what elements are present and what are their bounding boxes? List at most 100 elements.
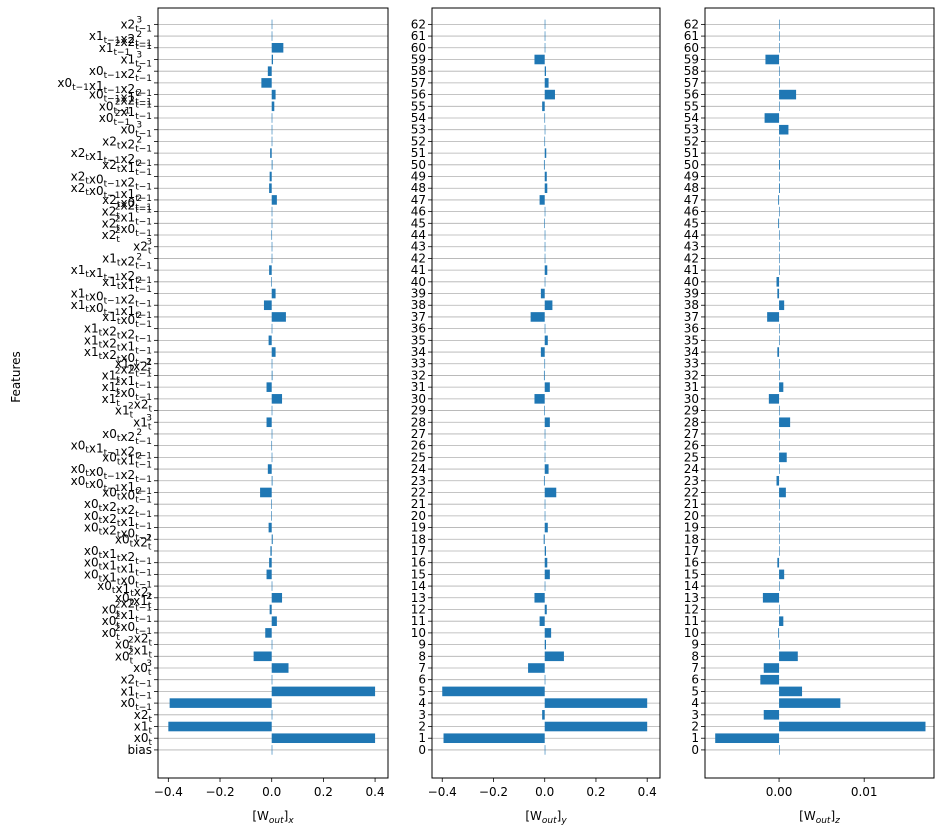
bar (779, 698, 841, 708)
bar (543, 534, 545, 545)
bar (760, 674, 780, 685)
y-tick-label: x2t2x0t−1 (102, 222, 152, 245)
x-tick-label: −0.4 (428, 785, 457, 799)
bar (768, 394, 780, 404)
y-tick-label: x0t2x0t−1 (102, 620, 152, 643)
x-tick-label: 0.00 (766, 785, 793, 799)
y-tick-label: 55 (684, 99, 699, 113)
bar (544, 358, 546, 369)
y-tick-label: 25 (684, 450, 699, 464)
y-tick-label: 49 (411, 170, 426, 184)
y-tick-label: x1tx2t−12 (102, 251, 152, 271)
bar (543, 160, 545, 170)
x-tick-label: 0.2 (314, 785, 333, 799)
y-tick-label: 45 (411, 216, 426, 230)
x-tick-label: 0.0 (535, 785, 554, 799)
bar (544, 323, 546, 334)
y-tick-label: x2tx1t−12 (102, 158, 152, 178)
bar (544, 78, 549, 88)
y-tick-label: 11 (684, 614, 699, 628)
bar (779, 148, 780, 158)
y-tick-label: x1t2x2t (115, 398, 153, 421)
y-tick-label: x0tx0t−12 (102, 485, 152, 505)
y-tick-label: 44 (411, 228, 426, 242)
bar (539, 616, 545, 626)
bar (271, 347, 276, 357)
y-tick-label: x0t−13 (120, 121, 152, 140)
bar (271, 733, 376, 744)
bar (266, 382, 272, 392)
y-tick-label: 48 (684, 181, 699, 195)
y-tick-label: x1t−1x2t−12 (89, 29, 152, 49)
y-tick-label: 40 (684, 275, 699, 289)
bar (542, 710, 545, 720)
bar (269, 557, 272, 568)
y-tick-label: x1t2x2t−1 (102, 362, 152, 385)
bar (779, 241, 780, 252)
y-tick-label: 59 (411, 52, 426, 66)
y-tick-label: 8 (418, 649, 426, 663)
bar (271, 31, 273, 41)
y-tick-label: x0tx1tx2t (97, 579, 152, 602)
y-tick-label: 14 (411, 579, 426, 593)
bar (779, 31, 780, 41)
y-tick-label: 3 (418, 708, 426, 722)
bar (544, 253, 546, 264)
y-tick-label: 42 (411, 251, 426, 265)
y-tick-label: 38 (411, 298, 426, 312)
y-tick-label: x1t−13 (120, 50, 152, 69)
y-tick-label: 32 (684, 368, 699, 382)
bar (544, 405, 545, 416)
bar (779, 581, 780, 591)
y-tick-label: 31 (411, 380, 426, 394)
y-tick-label: 61 (411, 29, 426, 43)
bar (779, 745, 780, 755)
y-tick-label: x0tx1t−12 (102, 450, 152, 470)
y-tick-label: 60 (411, 41, 426, 55)
y-tick-label: x0t−1 (120, 696, 152, 713)
y-tick-label: x0t−12x2t−1 (99, 93, 152, 116)
y-tick-label: x0tx0t−1x2t−1 (71, 462, 152, 485)
y-tick-label: x1tx2t2 (115, 357, 152, 377)
y-tick-label: 55 (411, 99, 426, 113)
bar (271, 440, 273, 451)
y-tick-label: 29 (684, 404, 699, 418)
y-tick-label: 16 (411, 556, 426, 570)
bar (544, 581, 546, 591)
bar (544, 124, 546, 135)
y-tick-label: 39 (684, 287, 699, 301)
bar (544, 42, 546, 53)
bar (271, 358, 273, 369)
bar (544, 628, 552, 638)
y-tick-label: 18 (411, 532, 426, 546)
bar (271, 534, 273, 545)
y-tick-label: 6 (418, 673, 426, 687)
bar (543, 475, 545, 486)
bar (779, 639, 780, 650)
bar (779, 300, 785, 311)
y-tick-label: 37 (411, 310, 426, 324)
y-tick-label: 10 (684, 626, 699, 640)
x-tick-label: 0.2 (586, 785, 605, 799)
bar (544, 546, 546, 556)
bar (540, 347, 545, 357)
bar (271, 394, 283, 404)
bar (544, 265, 548, 275)
y-tick-label: x0t3 (133, 659, 152, 678)
y-tick-label: 44 (684, 228, 699, 242)
y-tick-label: 32 (411, 368, 426, 382)
y-tick-label: 47 (684, 193, 699, 207)
bar (271, 592, 283, 603)
bar (779, 487, 786, 498)
chart-panel-3: 0123456789101112131415161718192021222324… (684, 7, 935, 826)
bar (778, 628, 780, 638)
y-tick-label: 34 (411, 345, 426, 359)
bar (271, 429, 273, 439)
bar (779, 522, 780, 533)
y-tick-label: 60 (684, 41, 699, 55)
bar (269, 183, 272, 194)
bar (544, 277, 546, 287)
bar (765, 54, 780, 65)
bar (779, 546, 780, 556)
bar (544, 464, 549, 474)
